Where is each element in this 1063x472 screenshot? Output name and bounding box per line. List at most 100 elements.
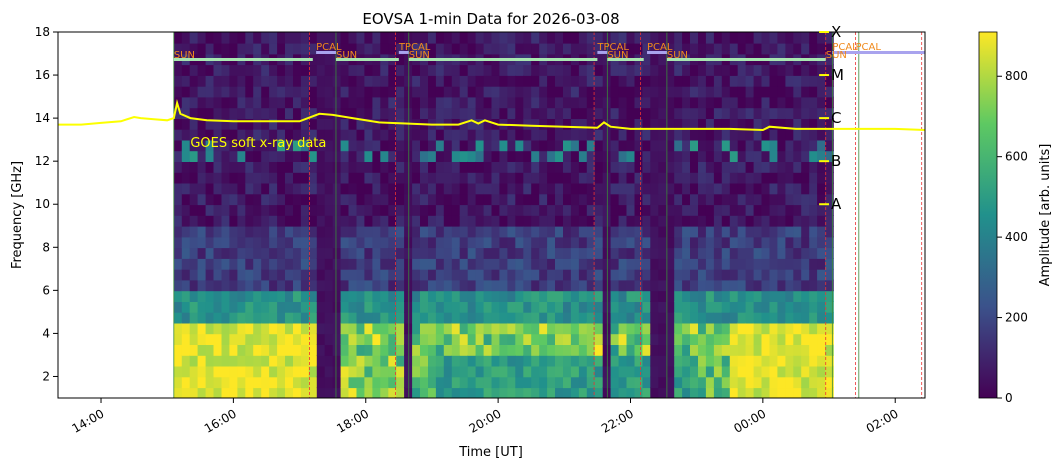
spectrogram-cell [428,32,437,44]
spectrogram-cell [316,64,326,76]
spectrogram-cell [586,365,596,378]
spectrogram-cell [197,236,207,249]
spectrogram-cell [205,354,215,367]
spectrogram-cell [634,387,644,398]
spectrogram-cell [618,193,628,206]
spectrogram-cell [316,150,326,162]
spectrogram-cell [380,311,389,324]
spectrogram-cell [777,118,787,130]
spectrogram-cell [523,279,532,292]
spectrogram-cell [205,279,215,292]
spectrogram-cell [277,75,286,87]
spectrogram-cell [420,279,429,292]
spectrogram-cell [523,64,532,76]
spectrogram-cell [285,161,294,173]
spectrogram-cell [555,161,564,173]
spectrogram-cell [825,354,834,367]
spectrogram-cell [253,75,262,87]
spectrogram-cell [809,161,818,173]
spectrogram-cell [483,96,493,109]
spectrogram-cell [531,258,540,270]
spectrogram-cell [348,139,358,152]
spectrogram-cell [396,247,405,259]
spectrogram-cell [467,107,477,119]
spectrogram-cell [197,118,207,130]
spectrogram-cell [229,354,239,367]
spectrogram-cell [356,344,366,356]
spectrogram-cell [634,171,644,184]
spectrogram-cell [555,107,564,119]
spectrogram-cell [324,333,334,345]
spectrogram-cell [626,215,636,227]
spectrogram-cell [483,354,493,367]
spectrogram-cell [293,311,302,324]
spectrogram-cell [380,290,389,302]
spectrogram-cell [324,344,334,356]
spectrogram-cell [753,118,763,130]
spectrogram-cell [594,301,604,313]
spectrogram-cell [197,171,207,184]
spectrogram-cell [515,376,524,389]
spectrogram-cell [499,225,509,238]
spectrogram-cell [483,85,493,98]
spectrogram-cell [443,75,453,87]
spectrogram-cell [682,365,691,378]
spectrogram-cell [324,64,334,76]
spectrogram-cell [594,171,604,184]
spectrogram-cell [563,225,572,238]
spectrogram-cell [817,75,826,87]
spectrogram-cell [300,85,310,98]
spectrogram-cell [594,354,604,367]
spectrogram-cell [658,182,667,195]
spectrogram-cell [499,171,509,184]
spectrogram-cell [634,247,644,259]
spectrogram-cell [523,365,532,378]
spectrogram-cell [515,171,524,184]
spectrogram-cell [245,333,254,345]
spectrogram-cell [491,139,501,152]
spectrogram-cell [229,32,239,44]
spectrogram-cell [698,32,707,44]
spectrogram-cell [666,268,675,281]
spectrogram-cell [245,311,254,324]
spectrogram-cell [435,365,445,378]
spectrogram-cell [229,365,239,378]
spectrogram-cell [801,182,810,195]
spectrogram-cell [237,96,247,109]
spectrogram-cell [483,204,493,216]
spectrogram-cell [729,333,739,345]
spectrogram-cell [181,161,191,173]
spectrogram-cell [610,225,620,238]
spectrogram-cell [785,85,795,98]
spectrogram-cell [261,333,270,345]
spectrogram-cell [332,85,342,98]
spectrogram-cell [428,236,437,249]
spectrogram-cell [650,118,659,130]
spectrogram-cell [435,322,445,335]
spectrogram-cell [420,85,429,98]
spectrogram-cell [181,376,191,389]
spectrogram-cell [483,150,493,162]
spectrogram-cell [737,161,747,173]
spectrogram-cell [364,247,374,259]
spectrogram-cell [277,118,286,130]
spectrogram-cell [761,247,771,259]
spectrogram-cell [721,333,731,345]
spectrogram-cell [300,247,310,259]
spectrogram-cell [483,290,493,302]
spectrogram-cell [181,107,191,119]
spectrogram-cell [308,387,318,398]
spectrogram-cell [721,268,731,281]
spectrogram-cell [698,96,707,109]
spectrogram-cell [229,150,239,162]
spectrogram-cell [817,268,826,281]
spectrogram-cell [428,75,437,87]
spectrogram-cell [515,85,524,98]
spectrogram-cell [594,64,604,76]
spectrogram-cell [674,311,683,324]
spectrogram-cell [698,354,707,367]
spectrogram-cell [459,354,469,367]
spectrogram-cell [181,225,191,238]
spectrogram-cell [682,118,691,130]
